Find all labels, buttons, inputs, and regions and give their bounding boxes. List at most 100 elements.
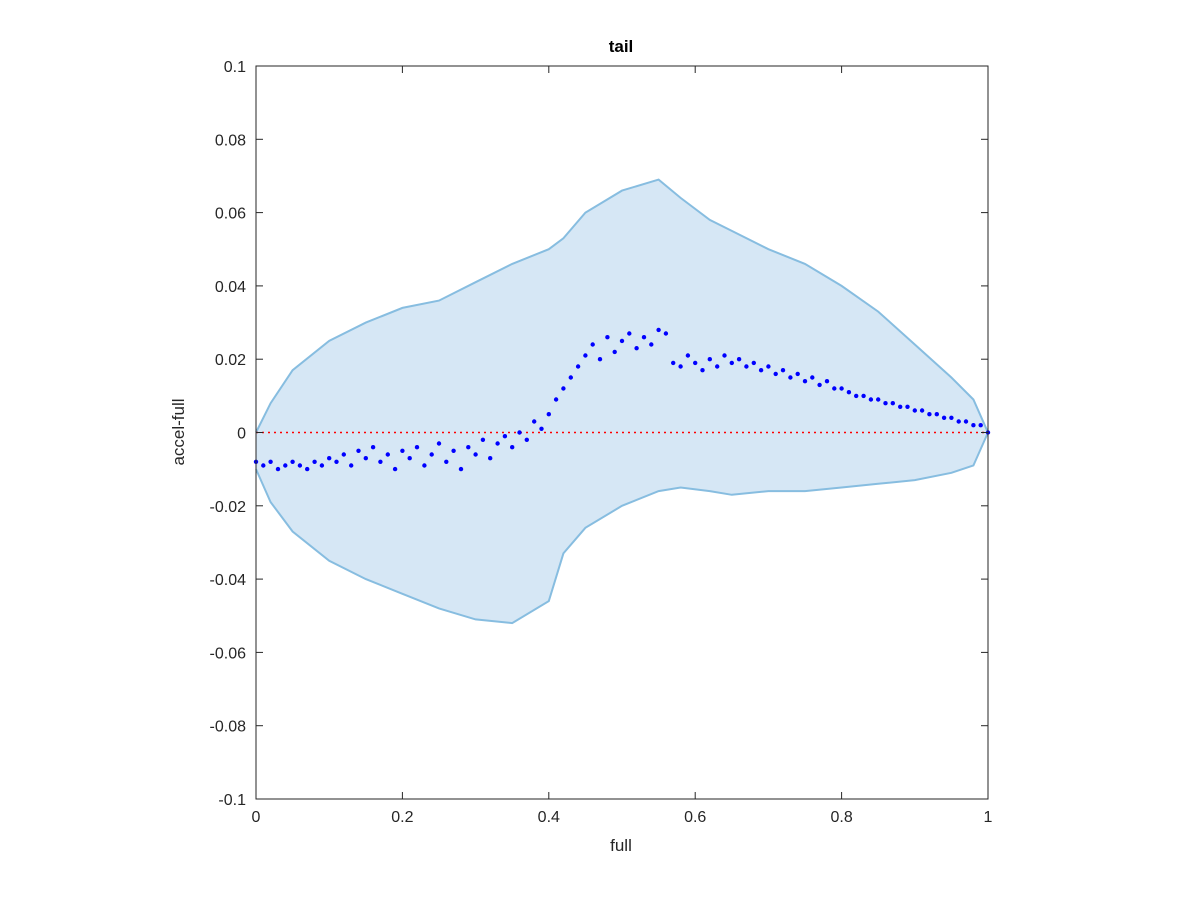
data-point xyxy=(451,448,456,453)
x-tick-label: 0.2 xyxy=(391,809,413,826)
data-point xyxy=(861,393,866,399)
data-point xyxy=(319,463,325,468)
data-point xyxy=(898,404,903,409)
data-point xyxy=(561,386,566,391)
data-point xyxy=(978,423,983,428)
data-point xyxy=(510,445,515,450)
data-point xyxy=(290,459,295,464)
data-point xyxy=(370,445,376,450)
data-point xyxy=(546,412,551,417)
x-tick-label: 0.4 xyxy=(538,809,560,826)
x-axis-title: full xyxy=(610,836,632,855)
data-point xyxy=(305,466,310,472)
plot-area: 0 0.2 0.4 0.6 0.8 1 -0.1 -0.08 -0.06 -0.04 -0.02 0… xyxy=(210,59,993,826)
data-point xyxy=(553,397,559,402)
y-axis-title: accel-full xyxy=(169,398,188,465)
data-point xyxy=(392,466,398,472)
data-point xyxy=(956,419,961,424)
data-point xyxy=(795,371,800,377)
data-point xyxy=(334,459,339,464)
data-point xyxy=(876,397,881,402)
data-point xyxy=(583,353,588,358)
y-axis-ticks: -0.1 -0.08 -0.06 -0.04 -0.02 0 0.02 0.04 0.06 0.0… xyxy=(210,59,988,809)
data-point xyxy=(422,463,427,468)
data-point xyxy=(605,335,610,340)
data-point xyxy=(758,368,764,373)
data-point xyxy=(480,437,486,442)
data-point xyxy=(458,466,464,472)
band-lower-edge xyxy=(255,432,989,625)
data-point xyxy=(400,448,405,453)
data-point xyxy=(693,360,698,366)
data-point xyxy=(524,437,529,442)
x-tick-label: 0.6 xyxy=(684,809,706,826)
data-point xyxy=(612,349,617,355)
y-tick-label: 0.02 xyxy=(215,352,246,369)
confidence-band xyxy=(255,178,989,625)
data-point xyxy=(407,456,412,461)
x-axis-ticks: 0 0.2 0.4 0.6 0.8 1 xyxy=(252,66,993,826)
y-tick-label: 0 xyxy=(237,426,246,443)
data-point xyxy=(788,375,793,380)
data-point xyxy=(634,346,639,351)
data-point xyxy=(597,357,603,362)
data-point xyxy=(575,364,581,369)
data-point xyxy=(905,404,910,409)
data-point xyxy=(466,445,471,450)
data-point xyxy=(744,364,749,369)
data-point xyxy=(868,397,874,402)
data-point xyxy=(297,463,303,468)
data-point xyxy=(488,456,493,461)
band-area xyxy=(256,179,988,624)
data-point xyxy=(283,463,288,468)
data-point xyxy=(678,364,683,369)
data-point xyxy=(722,353,727,358)
data-point xyxy=(473,452,478,457)
y-tick-label: -0.1 xyxy=(218,792,246,809)
data-point xyxy=(971,423,976,428)
data-point xyxy=(517,430,522,435)
data-point xyxy=(912,408,917,413)
data-point xyxy=(766,364,771,369)
data-point xyxy=(854,393,859,399)
data-point xyxy=(414,445,420,450)
y-tick-label: -0.06 xyxy=(210,645,247,662)
y-tick-label: -0.08 xyxy=(210,719,247,736)
scatter-points xyxy=(253,327,991,472)
data-point xyxy=(495,441,500,446)
data-point xyxy=(539,426,544,431)
y-tick-label: -0.04 xyxy=(210,572,247,589)
data-point xyxy=(941,415,947,420)
data-point xyxy=(802,379,808,384)
data-point xyxy=(751,360,756,366)
y-tick-label: 0.1 xyxy=(224,59,246,76)
data-point xyxy=(832,386,837,391)
data-point xyxy=(429,452,434,457)
data-point xyxy=(839,386,844,391)
data-point xyxy=(780,368,786,373)
data-point xyxy=(700,368,705,373)
data-point xyxy=(707,357,712,362)
chart-title: tail xyxy=(609,37,634,56)
data-point xyxy=(656,327,661,333)
data-point xyxy=(436,441,442,446)
data-point xyxy=(327,456,332,461)
data-point xyxy=(532,419,537,424)
data-point xyxy=(817,382,822,388)
y-tick-label: 0.04 xyxy=(215,279,246,296)
y-tick-label: 0.08 xyxy=(215,132,246,149)
data-point xyxy=(444,459,449,464)
data-point xyxy=(810,375,815,380)
data-point xyxy=(963,419,969,424)
data-point xyxy=(349,463,354,468)
data-point xyxy=(649,342,654,347)
data-point xyxy=(378,459,383,464)
data-point xyxy=(641,335,647,340)
data-point xyxy=(685,353,691,358)
data-point xyxy=(663,331,669,336)
band-upper-edge xyxy=(255,178,989,433)
data-point xyxy=(268,459,273,464)
data-point xyxy=(773,371,778,377)
data-point xyxy=(619,338,625,344)
data-point xyxy=(671,360,676,366)
